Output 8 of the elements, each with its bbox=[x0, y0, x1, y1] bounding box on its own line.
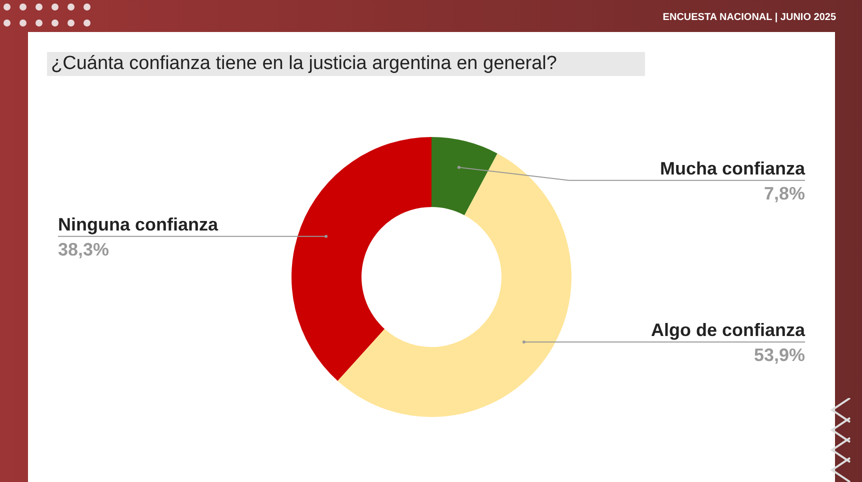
slice-label: Ninguna confianza bbox=[58, 214, 219, 234]
chart-title: ¿Cuánta confianza tiene en la justicia argentina en general? bbox=[47, 52, 645, 76]
text: ENCUESTA NACIONAL | JUNIO 2025 bbox=[662, 12, 836, 23]
data-label: 38,3% bbox=[58, 239, 110, 260]
data-label: 7,8% bbox=[764, 183, 805, 204]
data-label: 53,9% bbox=[754, 344, 805, 365]
slice-label: Algo de confianza bbox=[650, 320, 806, 340]
slice-label: Mucha confianza bbox=[660, 158, 806, 178]
